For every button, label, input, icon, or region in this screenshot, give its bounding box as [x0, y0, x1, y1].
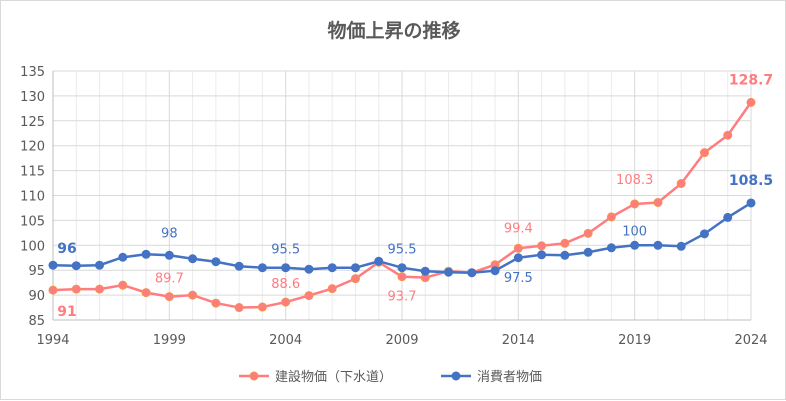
- data-point: [583, 228, 593, 238]
- data-point: [141, 249, 151, 259]
- data-point: [583, 247, 593, 257]
- x-tick-label: 2024: [734, 333, 767, 348]
- data-point: [490, 266, 500, 276]
- data-point: [141, 288, 151, 298]
- data-label: 93.7: [388, 290, 417, 305]
- data-point: [48, 285, 58, 295]
- data-point: [560, 238, 570, 248]
- data-point: [746, 198, 756, 208]
- data-label: 128.7: [729, 72, 773, 88]
- data-label: 97.5: [504, 271, 533, 286]
- data-point: [188, 290, 198, 300]
- data-point: [234, 303, 244, 313]
- data-label: 95.5: [271, 243, 300, 258]
- data-point: [513, 243, 523, 253]
- x-tick-label: 2019: [618, 333, 651, 348]
- data-label: 91: [57, 304, 76, 320]
- data-label: 100: [622, 224, 647, 239]
- data-point: [676, 179, 686, 189]
- legend-label: 建設物価（下水道）: [275, 369, 392, 385]
- y-tick-label: 95: [28, 264, 45, 279]
- data-point: [281, 297, 291, 307]
- data-point: [630, 240, 640, 250]
- data-point: [95, 284, 105, 294]
- data-point: [374, 256, 384, 266]
- y-tick-label: 105: [20, 214, 45, 229]
- data-point: [746, 97, 756, 107]
- data-point: [350, 274, 360, 284]
- data-label: 108.5: [729, 173, 773, 189]
- data-point: [723, 130, 733, 140]
- y-tick-label: 115: [20, 165, 45, 180]
- legend-marker: [451, 371, 461, 381]
- data-point: [164, 292, 174, 302]
- legend-marker: [249, 371, 259, 381]
- data-label: 108.3: [616, 173, 653, 188]
- y-tick-label: 100: [20, 239, 45, 254]
- data-point: [513, 253, 523, 263]
- x-tick-label: 2004: [269, 333, 302, 348]
- data-point: [630, 199, 640, 209]
- data-point: [188, 254, 198, 264]
- data-point: [397, 263, 407, 273]
- data-point: [467, 268, 477, 278]
- y-tick-label: 130: [20, 90, 45, 105]
- data-point: [304, 264, 314, 274]
- data-point: [48, 260, 58, 270]
- data-label: 98: [161, 226, 178, 241]
- data-point: [723, 212, 733, 222]
- data-point: [257, 263, 267, 273]
- data-label: 88.6: [271, 277, 300, 292]
- x-tick-label: 1999: [153, 333, 186, 348]
- data-point: [211, 257, 221, 267]
- y-tick-label: 110: [20, 190, 45, 205]
- data-point: [71, 284, 81, 294]
- y-tick-label: 125: [20, 115, 45, 130]
- data-point: [420, 266, 430, 276]
- chart-title: 物価上昇の推移: [327, 19, 460, 42]
- data-point: [537, 250, 547, 260]
- data-point: [676, 241, 686, 251]
- data-point: [653, 240, 663, 250]
- y-tick-label: 135: [20, 65, 45, 80]
- data-label: 96: [57, 241, 76, 257]
- data-point: [304, 291, 314, 301]
- data-point: [327, 263, 337, 273]
- y-tick-label: 90: [28, 289, 45, 304]
- data-point: [537, 241, 547, 251]
- legend-label: 消費者物価: [477, 370, 542, 385]
- data-label: 99.4: [504, 221, 533, 236]
- data-label: 95.5: [388, 243, 417, 258]
- x-tick-label: 2009: [385, 333, 418, 348]
- x-tick-label: 1994: [36, 333, 69, 348]
- data-point: [560, 250, 570, 260]
- data-point: [95, 260, 105, 270]
- data-label: 89.7: [155, 272, 184, 287]
- data-point: [118, 280, 128, 290]
- data-point: [444, 267, 454, 277]
- data-point: [653, 197, 663, 207]
- data-point: [211, 298, 221, 308]
- data-point: [699, 229, 709, 239]
- y-tick-label: 85: [28, 314, 45, 329]
- data-point: [164, 250, 174, 260]
- data-point: [257, 302, 267, 312]
- data-point: [699, 148, 709, 158]
- data-point: [234, 261, 244, 271]
- data-point: [606, 212, 616, 222]
- data-point: [118, 252, 128, 262]
- data-point: [327, 284, 337, 294]
- x-tick-label: 2014: [502, 333, 535, 348]
- data-point: [397, 272, 407, 282]
- data-point: [71, 261, 81, 271]
- data-point: [350, 263, 360, 273]
- data-point: [281, 263, 291, 273]
- data-point: [606, 243, 616, 253]
- y-tick-label: 120: [20, 140, 45, 155]
